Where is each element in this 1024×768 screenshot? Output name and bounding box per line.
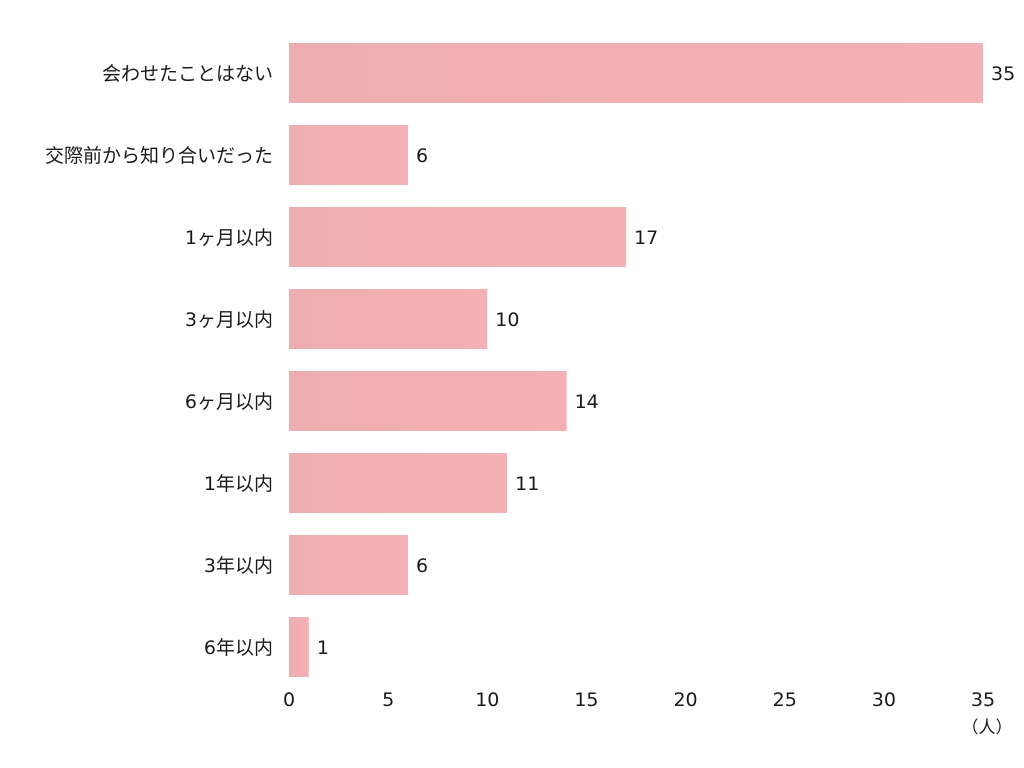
- bar-5: [289, 453, 508, 513]
- bars-layer: [289, 43, 983, 677]
- bar-7: [289, 617, 309, 677]
- value-label-4: 14: [575, 391, 599, 413]
- category-label-2: 1ヶ月以内: [185, 227, 273, 249]
- bar-4: [289, 371, 567, 431]
- bar-3: [289, 289, 488, 349]
- category-label-3: 3ヶ月以内: [185, 309, 273, 331]
- value-label-7: 1: [317, 637, 329, 659]
- category-label-4: 6ヶ月以内: [185, 391, 273, 413]
- value-labels: 35 6 17 10 14 11 6 1: [317, 63, 1015, 659]
- x-tick-label-7: 35: [971, 689, 995, 711]
- x-axis: 0 5 10 15 20 25 30 35: [283, 689, 995, 711]
- x-tick-label-4: 20: [673, 689, 697, 711]
- bar-2: [289, 207, 627, 267]
- bar-6: [289, 535, 408, 595]
- x-tick-label-5: 25: [773, 689, 797, 711]
- category-label-5: 1年以内: [204, 473, 273, 495]
- x-tick-label-3: 15: [574, 689, 598, 711]
- value-label-0: 35: [991, 63, 1015, 85]
- x-tick-label-1: 5: [382, 689, 394, 711]
- value-label-2: 17: [634, 227, 658, 249]
- x-tick-label-6: 30: [872, 689, 896, 711]
- x-tick-label-2: 10: [475, 689, 499, 711]
- bar-0: [289, 43, 983, 103]
- value-label-1: 6: [416, 145, 428, 167]
- value-label-5: 11: [515, 473, 539, 495]
- value-label-3: 10: [495, 309, 519, 331]
- x-axis-unit: （人）: [962, 718, 1013, 738]
- category-label-7: 6年以内: [204, 637, 273, 659]
- x-tick-label-0: 0: [283, 689, 295, 711]
- bar-1: [289, 125, 408, 185]
- value-label-6: 6: [416, 555, 428, 577]
- category-label-1: 交際前から知り合いだった: [45, 145, 273, 167]
- category-label-6: 3年以内: [204, 555, 273, 577]
- category-label-0: 会わせたことはない: [102, 63, 273, 85]
